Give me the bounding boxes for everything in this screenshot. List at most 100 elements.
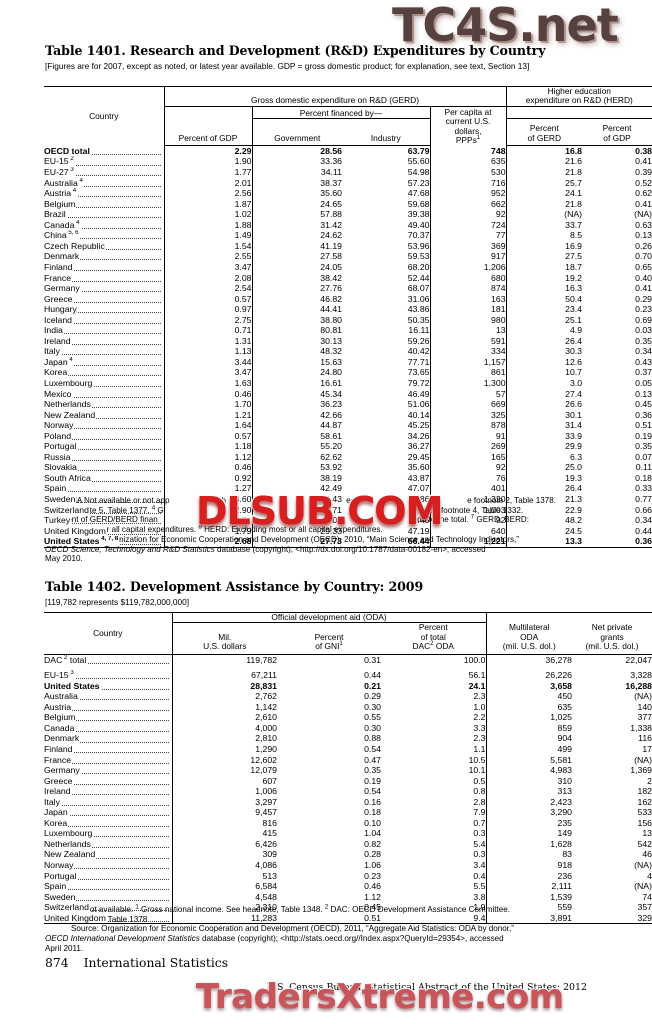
th-country: Country xyxy=(44,611,172,654)
cell-per-capita: 401 xyxy=(429,483,507,494)
table-row: Brazil 1.02 57.88 39.38 92 (NA) (NA) xyxy=(44,209,652,220)
cell-mil-us-dollars: 12,079 xyxy=(171,765,277,776)
cell-percent-of-gdp: 2.54 xyxy=(163,283,252,294)
th-country: Country xyxy=(44,86,164,146)
row-label-country: India xyxy=(44,325,164,336)
cell-industry: 51.06 xyxy=(407,399,430,410)
cell-percent-of-total-dac-oda: 10.5 xyxy=(468,754,486,765)
cell-per-capita: 724 xyxy=(429,219,507,231)
row-label-country: Canada 4 xyxy=(44,219,164,231)
cell-multilateral-oda: 1,025 xyxy=(485,712,572,723)
table-row: United Kingdom 1.79 29.33 47.19 640 24.5 0.44 xyxy=(44,525,652,537)
row-label-country: Greece xyxy=(44,293,164,305)
cell-multilateral-oda: 236 xyxy=(485,870,572,882)
cell-herd-pct-gerd: 29.9 xyxy=(505,441,583,452)
cell-percent-of-gni: 0.46 xyxy=(364,881,381,892)
cell-herd-pct-gerd: 25.1 xyxy=(505,314,583,326)
cell-per-capita: 1,206 xyxy=(429,261,507,273)
table-row: Luxembourg 415 1.04 0.3 149 13 xyxy=(44,828,652,839)
cell-per-capita: 530 xyxy=(429,167,507,178)
row-label-country: Belgium xyxy=(44,198,164,210)
cell-government: 24.43 xyxy=(251,493,342,505)
footnote-line-2: 3 See footnote 2, Table 1378. xyxy=(45,913,150,924)
table-row: Luxembourg 1.63 16.61 79.72 1,300 3.0 0.05 xyxy=(44,377,652,389)
cell-percent-of-gni: 0.88 xyxy=(364,733,381,744)
row-label-country: Switzerland xyxy=(44,902,172,913)
cell-percent-of-total-dac-oda: 56.1 xyxy=(468,670,486,681)
cell-per-capita: 680 xyxy=(429,272,507,284)
table-row: Spain 1.27 42.49 47.07 401 26.4 0.33 xyxy=(44,483,652,494)
cell-herd-pct-gerd: 31.4 xyxy=(505,420,583,431)
cell-herd-pct-gerd: 13.3 xyxy=(505,536,583,547)
row-label-country: OECD total xyxy=(44,145,164,156)
cell-per-capita: 369 xyxy=(429,240,507,252)
row-label-country: Ireland xyxy=(44,786,172,797)
row-label-country: EU-15 3 xyxy=(44,670,172,681)
cell-herd-pct-gerd: 18.7 xyxy=(505,261,583,273)
cell-industry: 47.07 xyxy=(407,483,430,494)
cell-multilateral-oda: 2,111 xyxy=(485,881,572,892)
table-row: Australia 4 2.01 38.37 57.23 716 25.7 0.52 xyxy=(44,177,652,189)
header-row-1: Country Official development aid (ODA) M… xyxy=(44,611,652,654)
cell-percent-of-gdp: 3.60 xyxy=(163,493,252,505)
cell-multilateral-oda: 5,581 xyxy=(485,754,572,766)
cell-government: 33.36 xyxy=(251,156,342,168)
cell-percent-of-gdp: 2.68 xyxy=(163,536,252,547)
cell-government: 28.56 xyxy=(251,145,342,157)
row-label-country: New Zealand xyxy=(44,409,164,421)
cell-industry: 35.60 xyxy=(407,462,430,473)
cell-government: 53.92 xyxy=(251,462,342,473)
cell-net-private-grants: (NA) xyxy=(634,754,652,765)
row-label-country: Iceland xyxy=(44,314,164,326)
cell-percent-of-total-dac-oda: 1.0 xyxy=(473,701,486,712)
cell-herd-pct-gdp: 0.65 xyxy=(635,261,652,272)
cell-government: 29.33 xyxy=(251,525,342,537)
cell-government: 38.37 xyxy=(251,177,342,189)
table-1401-grid: Country Gross domestic expenditure on R&… xyxy=(44,86,652,548)
cell-per-capita: 269 xyxy=(429,441,507,452)
cell-industry: 68.07 xyxy=(407,283,430,294)
row-label-country: Finland xyxy=(44,744,172,755)
cell-herd-pct-gerd: 10.7 xyxy=(505,367,583,378)
cell-industry: 34.26 xyxy=(407,430,430,441)
cell-percent-of-gdp: 1.31 xyxy=(163,335,252,347)
table-bottom-rule xyxy=(44,923,652,925)
table-row: South Africa 0.92 38.19 43.87 76 19.3 0.18 xyxy=(44,472,652,484)
cell-industry: 69.73 xyxy=(407,504,430,515)
cell-per-capita: 1,157 xyxy=(429,356,507,368)
cell-percent-of-gdp: 1.18 xyxy=(163,441,252,452)
cell-government: 38.42 xyxy=(251,272,342,284)
cell-per-capita: 874 xyxy=(429,283,507,294)
table-row: Austria 4 2.56 35.60 47.68 952 24.1 0.62 xyxy=(44,188,652,199)
cell-percent-of-gdp: 1.64 xyxy=(163,420,252,431)
cell-government: 30.13 xyxy=(251,335,342,347)
table-row: Korea 816 0.10 0.7 235 156 xyxy=(44,817,652,829)
cell-percent-of-total-dac-oda: 3.8 xyxy=(473,891,486,902)
table-1401-title: Table 1401. Research and Development (R&… xyxy=(45,43,546,58)
cell-net-private-grants: 16,288 xyxy=(625,680,652,691)
row-label-country: France xyxy=(44,754,172,766)
cell-government: 24.65 xyxy=(251,198,342,210)
cell-multilateral-oda: 904 xyxy=(485,733,572,744)
cell-per-capita: 748 xyxy=(429,145,507,157)
row-label-country: Denmark xyxy=(44,733,172,744)
cell-herd-pct-gdp: 0.35 xyxy=(635,441,652,452)
table-row: New Zealand 309 0.28 0.3 83 46 xyxy=(44,849,652,861)
table-row: United States 28,831 0.21 24.1 3,658 16,288 xyxy=(44,680,652,692)
cell-herd-pct-gdp: 0.43 xyxy=(635,356,652,367)
cell-herd-pct-gdp: 0.13 xyxy=(635,230,652,241)
table-row: Switzerland 2,310 0.45 1.9 559 357 xyxy=(44,902,652,913)
cell-industry: 66.44 xyxy=(407,536,430,547)
cell-per-capita: 92 xyxy=(429,462,507,473)
cell-herd-pct-gerd: 48.2 xyxy=(505,515,583,526)
table-row: OECD total 2.29 28.56 63.79 748 16.8 0.38 xyxy=(44,145,652,157)
cell-industry: 59.53 xyxy=(407,251,430,262)
table-row: DAC 2 total 119,782 0.31 100.0 36,278 22,047 xyxy=(44,654,652,666)
cell-herd-pct-gerd: 19.3 xyxy=(505,472,583,484)
cell-net-private-grants: 182 xyxy=(637,786,652,797)
table-row: United Kingdom 11,283 0.51 9.4 3,891 329 xyxy=(44,912,652,924)
cell-percent-of-gni: 0.82 xyxy=(364,838,381,849)
cell-multilateral-oda: 313 xyxy=(485,786,572,797)
table-row: Greece 0.57 46.82 31.06 163 50.4 0.29 xyxy=(44,293,652,305)
cell-percent-of-gni: 1.12 xyxy=(364,891,381,902)
